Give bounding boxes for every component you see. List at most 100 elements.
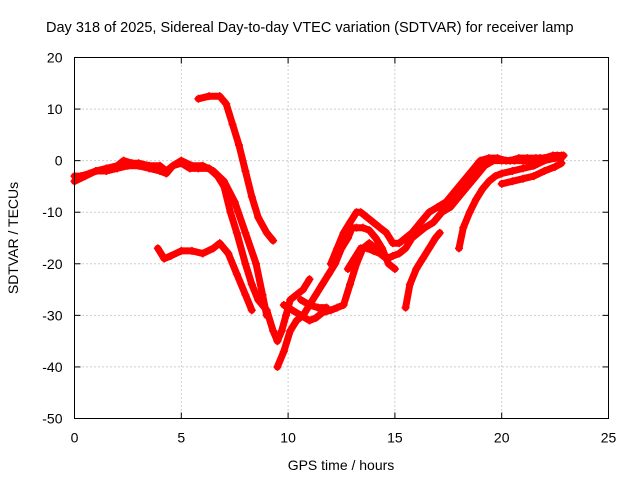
data-point [369,246,378,255]
data-point [519,164,528,173]
data-point [363,244,372,253]
series-trace [297,296,330,312]
x-tick-label: 5 [177,430,185,446]
y-tick-label: 10 [47,101,63,117]
data-point [273,362,282,371]
data-point [311,313,320,322]
data-point [194,94,203,103]
data-point [314,303,323,312]
data-point [168,161,177,170]
y-tick-label: -20 [42,256,62,272]
data-point [407,234,416,242]
data-point [205,92,214,101]
data-point [484,177,493,186]
data-point [519,174,528,183]
data-point [405,280,414,289]
data-point [273,337,282,346]
data-point [333,244,342,253]
data-point [230,197,239,206]
data-point [437,208,446,217]
data-point [286,295,295,304]
data-point [506,156,515,165]
data-point [279,301,288,310]
data-point [296,311,305,320]
data-point [305,275,314,284]
series-arc-9 [343,151,566,273]
data-point [540,166,549,175]
data-point [166,252,175,261]
data-point [363,213,372,222]
y-tick-label: 20 [47,50,63,66]
data-point [145,164,154,173]
data-point [414,228,423,237]
data-point [420,223,429,232]
data-point [395,249,404,258]
data-point [454,244,463,253]
data-point [472,195,481,204]
data-point [262,311,271,320]
data-point [222,99,231,108]
data-point [491,172,500,181]
data-point [123,161,132,170]
series-trace [280,239,392,324]
data-point [215,239,224,248]
data-point [450,187,459,196]
data-point [429,218,438,227]
data-point [91,166,100,175]
x-tick-label: 10 [280,430,296,446]
data-point [459,177,468,186]
data-point [305,301,314,310]
x-tick-label: 0 [71,430,79,446]
data-point [365,226,374,235]
data-point [375,223,384,232]
data-point [292,316,301,325]
data-point [224,249,233,258]
data-point [531,154,540,163]
series-trace [455,154,565,252]
data-point [292,290,301,299]
data-point [177,156,186,165]
data-point [497,179,506,188]
data-point [529,172,538,181]
x-tick-label: 20 [494,430,510,446]
data-point [465,208,474,217]
data-point [382,254,391,263]
data-point [551,162,560,171]
data-point [324,270,333,279]
data-point [241,166,250,175]
data-point [177,246,186,255]
x-axis-label: GPS time / hours [288,457,395,473]
data-point [209,244,218,253]
data-point [226,208,235,217]
series-arc-2 [70,156,271,320]
data-point [478,185,487,194]
data-point [375,249,384,258]
data-point [356,208,365,217]
data-point [277,326,286,335]
data-point [418,254,427,263]
data-point [371,234,380,242]
data-point [286,326,295,335]
series-arc-7 [296,295,331,312]
data-point [497,156,506,165]
data-point [508,177,517,186]
data-point [346,218,355,227]
data-point [187,246,196,255]
data-point [514,154,523,163]
data-point [134,161,143,170]
data-point [433,203,442,212]
data-point [467,166,476,175]
data-point [401,303,410,312]
data-point [333,303,342,312]
y-tick-label: -30 [42,307,62,323]
x-tick-label: 15 [387,430,403,446]
data-point [247,192,256,201]
chart-title: Day 318 of 2025, Sidereal Day-to-day VTE… [46,20,574,36]
data-point [102,166,111,175]
data-point [401,244,410,253]
data-point [412,264,421,273]
data-point [288,306,297,315]
data-point [269,326,278,335]
data-point [153,244,162,253]
